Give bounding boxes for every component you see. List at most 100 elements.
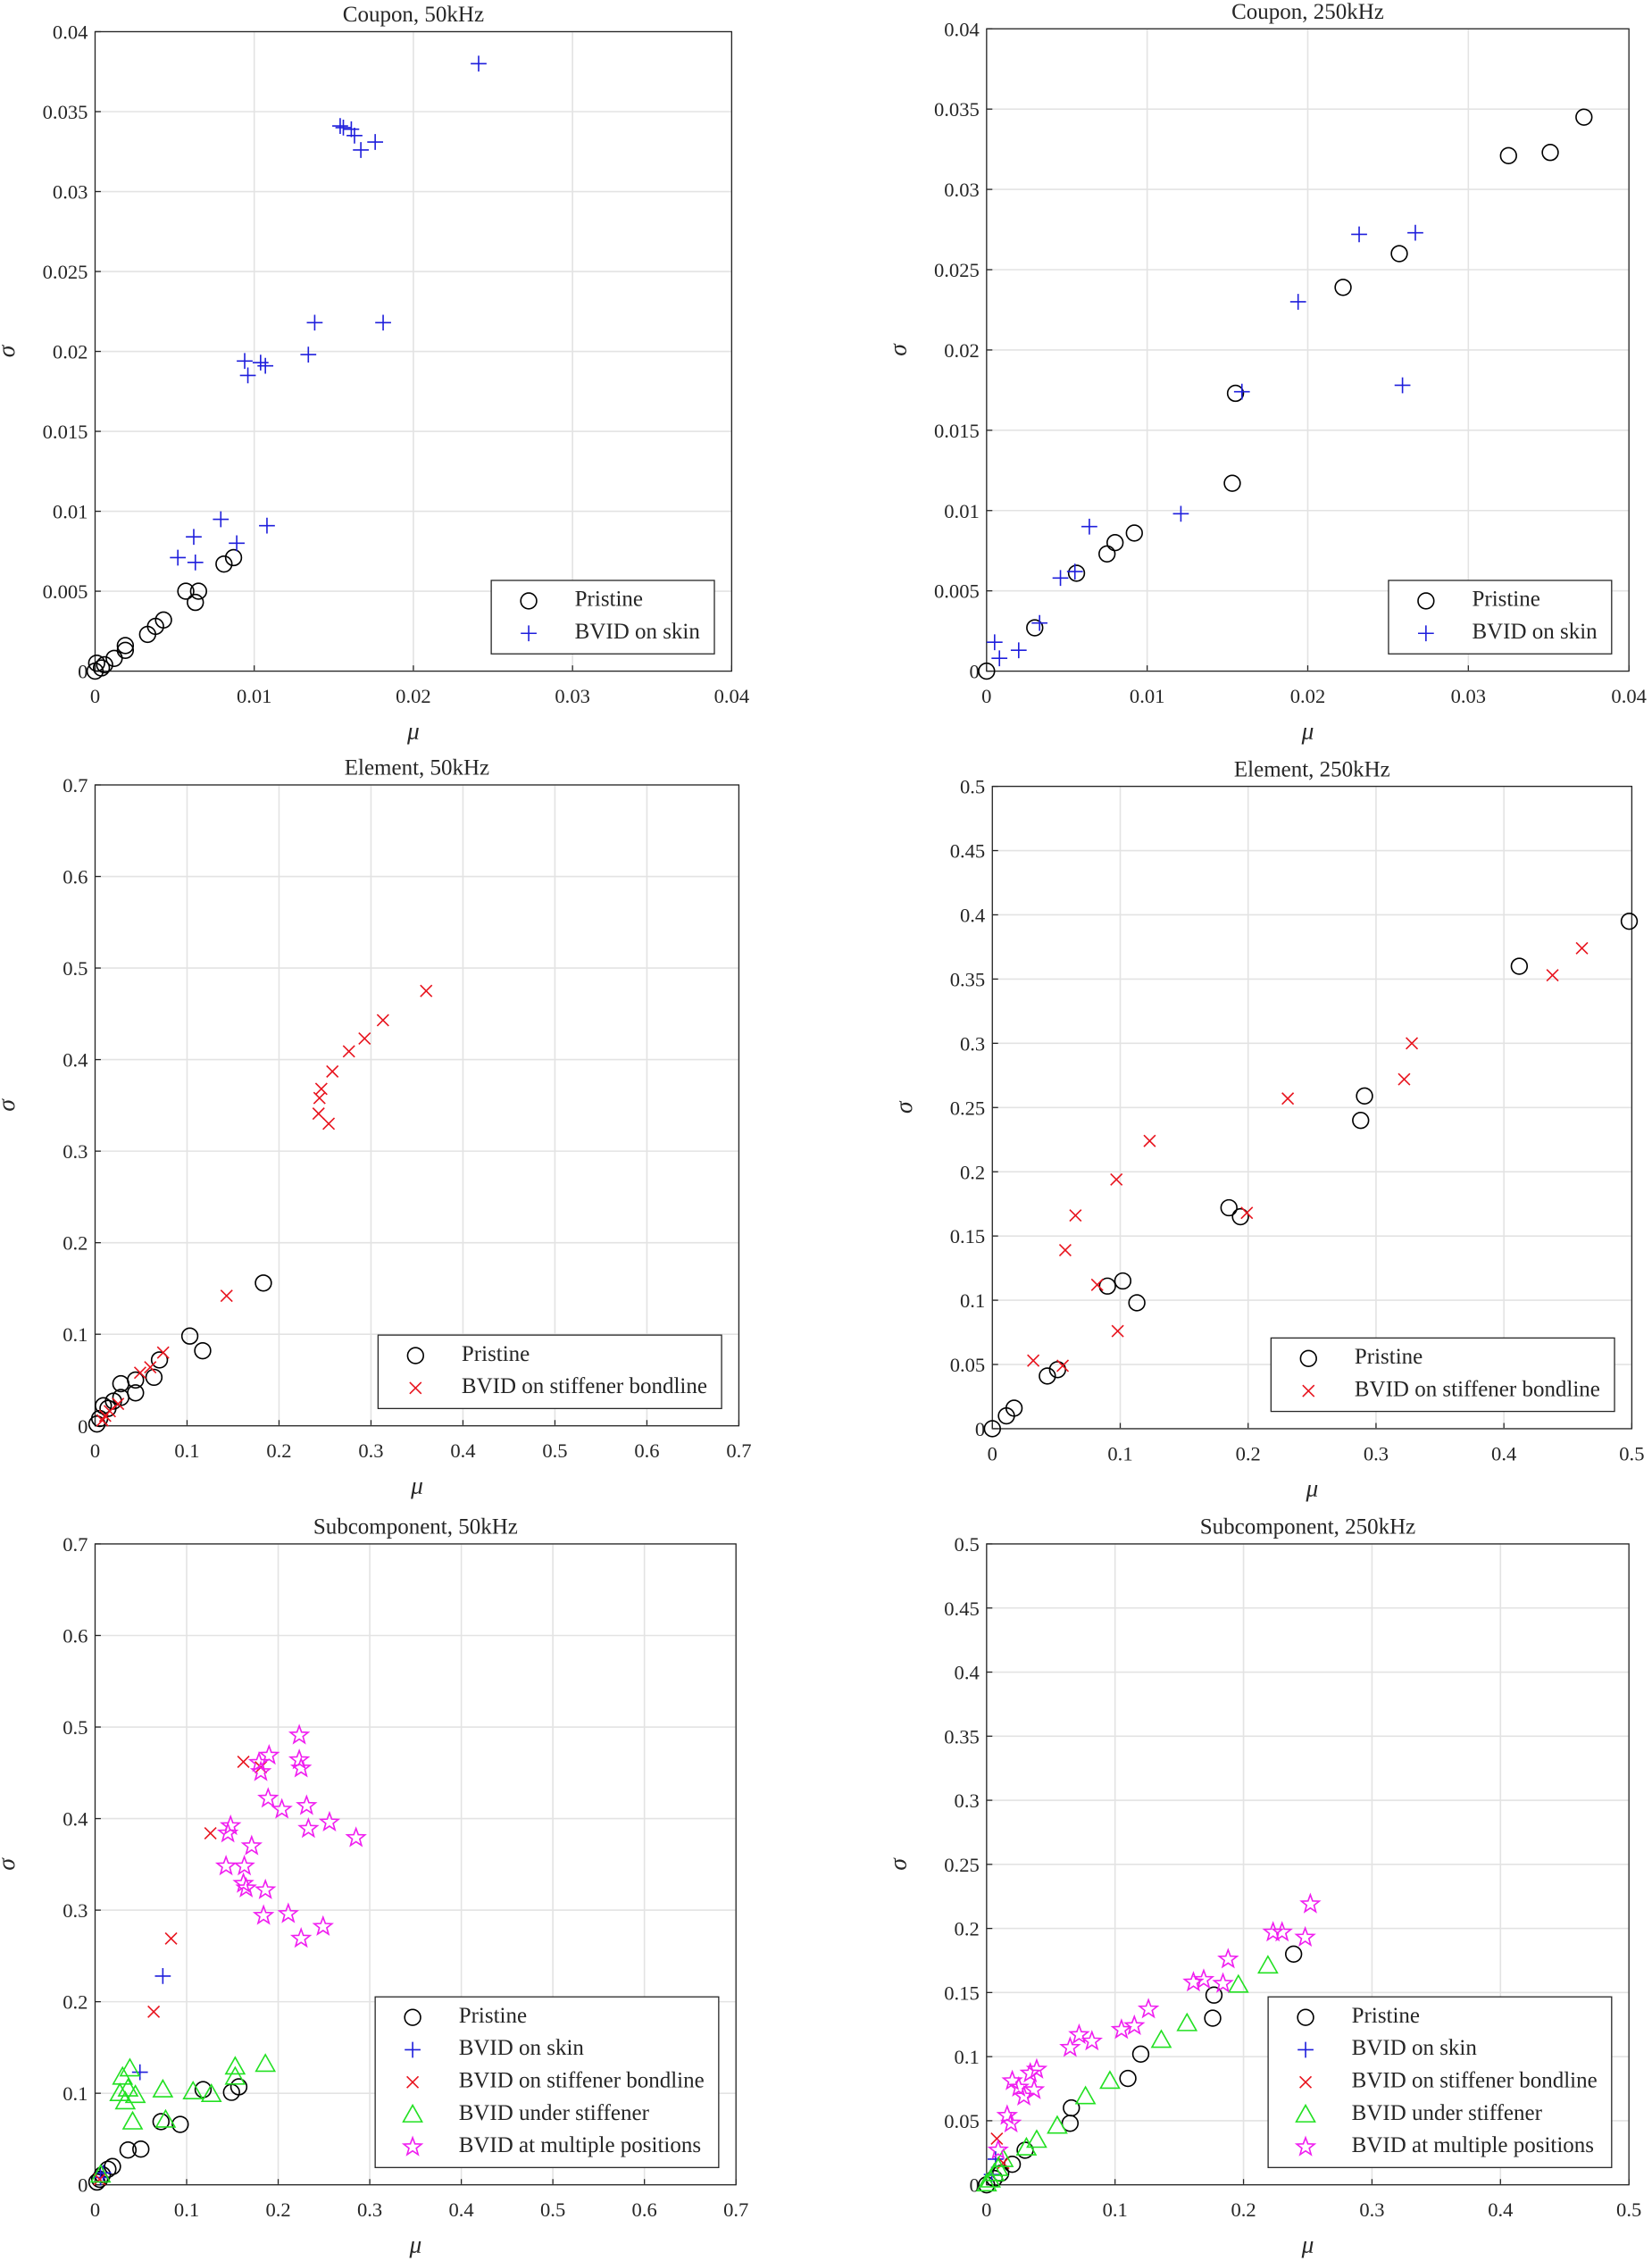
y-tick-label: 0.4	[63, 1808, 88, 1831]
marker	[358, 1031, 371, 1046]
marker	[297, 1817, 320, 1839]
chart-title: Element, 250kHz	[1234, 757, 1390, 781]
marker	[406, 1347, 424, 1364]
marker	[1407, 224, 1423, 241]
series	[93, 1755, 268, 2186]
x-tick-label: 0.5	[542, 1439, 567, 1462]
legend-label: BVID on stiffener bondline	[1355, 1377, 1600, 1401]
series	[88, 2078, 248, 2191]
marker	[312, 1915, 334, 1936]
y-tick-label: 0.45	[944, 1598, 979, 1620]
x-tick-label: 0.03	[1451, 685, 1486, 707]
x-tick-label: 0.02	[1290, 685, 1325, 707]
marker	[93, 2173, 106, 2186]
marker	[213, 511, 229, 528]
marker	[1212, 1972, 1234, 1993]
axes-box	[94, 30, 733, 672]
marker	[1172, 505, 1189, 522]
marker	[1205, 1986, 1223, 2004]
marker	[1059, 2036, 1081, 2057]
marker	[987, 2139, 1009, 2160]
marker	[1417, 592, 1435, 610]
y-tick-label: 0.4	[63, 1049, 88, 1072]
y-tick-label: 0.3	[63, 1140, 88, 1163]
marker	[401, 2135, 424, 2157]
marker	[1499, 146, 1517, 165]
y-tick-label: 0.1	[955, 2046, 980, 2068]
marker	[992, 2148, 1014, 2167]
x-tick-label: 0.3	[358, 1439, 383, 1462]
y-tick-label: 0.7	[63, 774, 88, 797]
marker	[1143, 1134, 1156, 1147]
marker	[147, 2005, 161, 2018]
x-tick-label: 0.1	[174, 2198, 199, 2221]
marker	[1128, 1294, 1146, 1312]
marker	[189, 582, 208, 600]
legend-label: Pristine	[1472, 588, 1539, 612]
marker	[314, 1082, 328, 1096]
y-tick-label: 0.02	[53, 341, 88, 363]
marker	[1257, 1955, 1279, 1974]
marker	[1299, 1892, 1322, 1914]
marker	[332, 118, 348, 134]
marker	[1058, 1243, 1072, 1256]
marker	[1106, 534, 1124, 552]
marker	[1114, 1272, 1132, 1290]
marker	[1334, 279, 1352, 296]
marker	[404, 2008, 421, 2026]
y-tick-label: 0.3	[63, 1899, 88, 1922]
marker	[1390, 245, 1408, 263]
panel: 0 0.1 0.2 0.3 0.4 0.5 0.6 0.7 0 0.1 0.2 0.3 0.4 0.5 0.…	[0, 756, 752, 1499]
marker	[1080, 2030, 1104, 2051]
marker	[1226, 384, 1245, 403]
marker	[1294, 1925, 1316, 1948]
y-tick-label: 0.035	[43, 101, 88, 123]
y-tick-label: 0.45	[950, 840, 985, 863]
legend-label: BVID on skin	[575, 620, 701, 644]
legend-label: BVID at multiple positions	[459, 2133, 701, 2157]
y-tick-label: 0.005	[43, 580, 88, 603]
x-tick-label: 0.1	[1107, 1442, 1132, 1464]
marker	[96, 655, 113, 674]
x-axis-label: μ	[1301, 717, 1314, 744]
marker	[164, 1931, 178, 1945]
marker	[194, 2081, 213, 2098]
marker	[1217, 1948, 1239, 1969]
x-axis-label: μ	[410, 1473, 423, 1499]
marker	[376, 1014, 389, 1027]
legend-label: BVID at multiple positions	[1352, 2133, 1594, 2157]
marker	[1068, 2023, 1090, 2045]
y-tick-label: 0.04	[944, 18, 979, 40]
x-tick-label: 0.03	[555, 685, 589, 707]
marker	[367, 134, 384, 150]
marker	[232, 1872, 254, 1893]
marker	[406, 2075, 420, 2089]
series	[983, 912, 1639, 1438]
marker	[375, 314, 391, 331]
panel: 0 0.1 0.2 0.3 0.4 0.5 0 0.05 0.1 0.15 0.2 0.25 0.3 0.…	[885, 1515, 1642, 2258]
marker	[154, 611, 172, 629]
marker	[1233, 383, 1250, 400]
x-tick-label: 0.2	[266, 1439, 291, 1462]
x-tick-label: 0.4	[449, 2198, 474, 2221]
marker	[1131, 2045, 1150, 2063]
marker	[220, 1289, 233, 1303]
y-tick-label: 0.5	[63, 1716, 88, 1739]
marker	[89, 2164, 112, 2183]
marker	[133, 1366, 146, 1380]
y-tick-label: 0	[78, 1415, 88, 1438]
series	[170, 55, 487, 571]
legend-label: Pristine	[575, 588, 643, 612]
marker	[257, 1787, 280, 1808]
x-tick-label: 0.2	[1236, 1442, 1261, 1464]
marker	[180, 1327, 199, 1345]
marker	[1620, 912, 1639, 930]
marker	[1027, 1354, 1040, 1367]
marker	[127, 1384, 145, 1402]
plot-area	[95, 784, 739, 1426]
marker	[235, 1876, 257, 1898]
marker	[1417, 625, 1434, 642]
marker	[1137, 1998, 1160, 2019]
y-tick-label: 0.6	[63, 866, 88, 889]
marker	[1013, 2084, 1035, 2107]
